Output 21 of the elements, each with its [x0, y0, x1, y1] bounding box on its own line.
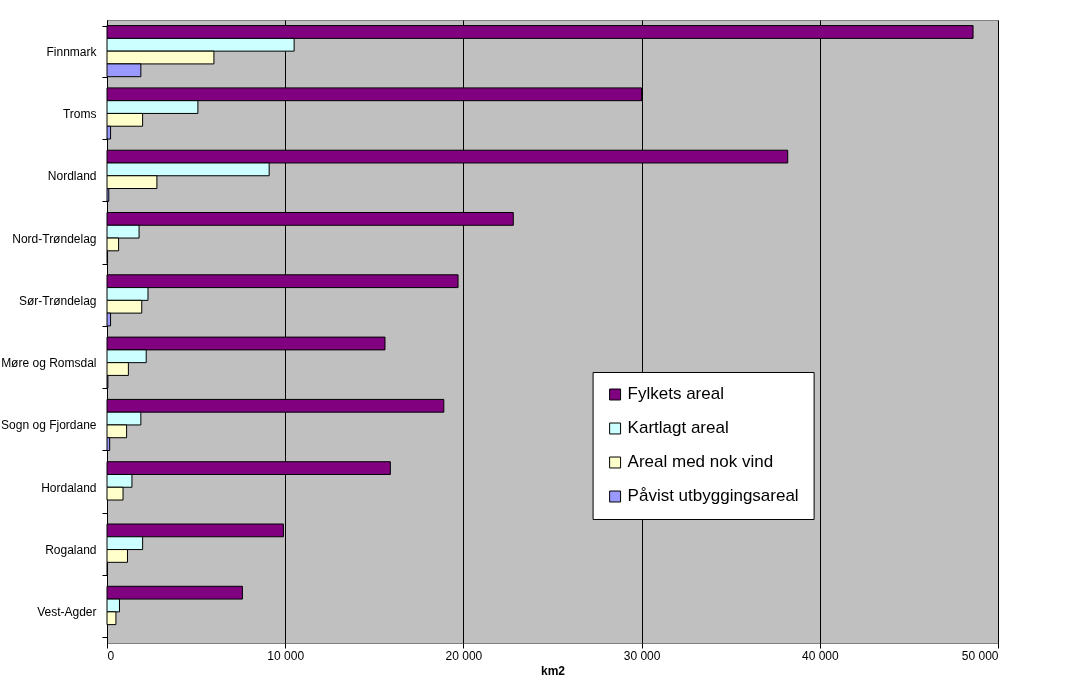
y-tick-label: Hordaland	[41, 480, 97, 495]
y-tick-label: Sør-Trøndelag	[18, 293, 97, 308]
y-tick-label: Finnmark	[46, 44, 98, 59]
x-tick-label: 0	[107, 648, 115, 663]
y-tick-label: Sogn og Fjordane	[1, 418, 97, 433]
x-tick-label: 30 000	[623, 648, 661, 663]
x-tick-label: 10 000	[267, 648, 305, 663]
y-tick-label: Nord-Trøndelag	[12, 231, 97, 246]
legend-label: Areal med nok vind	[627, 452, 774, 472]
x-tick-label: 40 000	[801, 648, 839, 663]
y-tick-label: Møre og Romsdal	[1, 356, 97, 371]
y-tick-label: Troms	[62, 106, 97, 121]
x-tick-label: 20 000	[445, 648, 483, 663]
legend-label: Påvist utbyggingsareal	[627, 486, 799, 506]
y-tick-label: Nordland	[47, 169, 97, 184]
x-tick-label: 50 000	[961, 648, 999, 663]
y-tick-label: Vest-Agder	[37, 605, 97, 620]
legend-label: Fylkets areal	[627, 384, 724, 404]
y-tick-label: Rogaland	[45, 543, 97, 558]
x-axis-title: km2	[540, 663, 566, 678]
legend-label: Kartlagt areal	[627, 418, 729, 438]
